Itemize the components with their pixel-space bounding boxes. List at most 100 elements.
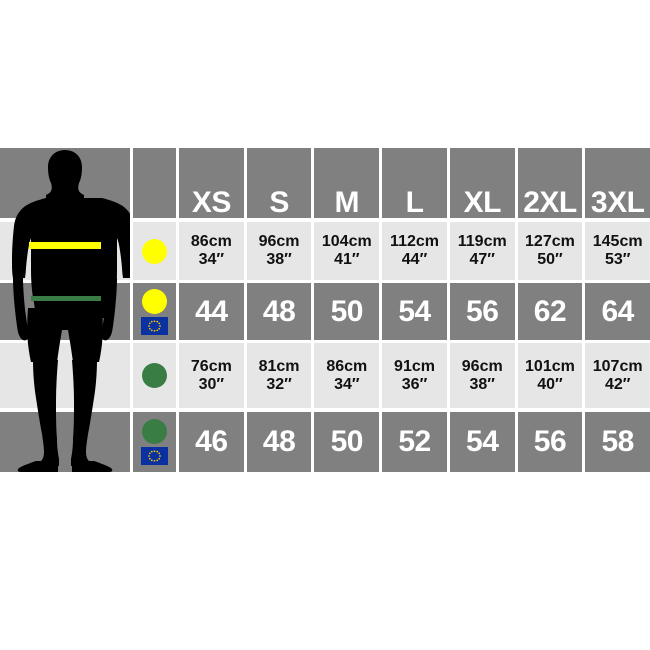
measurement-value: 112cm 44″ — [382, 222, 447, 280]
measurement-value: 119cm 47″ — [450, 222, 515, 280]
measurement-value: 96cm 38″ — [247, 222, 312, 280]
eu-size-value: 56 — [533, 425, 567, 459]
eu-flag-icon — [141, 316, 168, 335]
value-inch: 42″ — [604, 375, 631, 393]
measurement-value: 81cm 32″ — [247, 343, 312, 408]
table-cell-waist-l: 91cm 36″ — [382, 343, 447, 408]
table-cell-chest-eu-xl: 56 — [449, 283, 515, 340]
measurement-value: 107cm 42″ — [585, 343, 650, 408]
value-inch: 50″ — [537, 251, 563, 268]
value-cm: 112cm — [390, 233, 439, 251]
column-header-label: L — [405, 186, 424, 219]
column-header-m: M — [314, 148, 380, 218]
measurement-value: 104cm 41″ — [314, 222, 379, 280]
eu-size-value: 44 — [195, 294, 228, 328]
column-header-label: 2XL — [523, 186, 577, 219]
row-icon-cell-chest — [133, 222, 176, 280]
eu-size-value: 58 — [601, 425, 634, 459]
icon-stack — [133, 343, 176, 408]
table-cell-waist-eu-l: 52 — [382, 412, 447, 472]
eu-size-value: 50 — [330, 294, 364, 328]
value-cm: 86cm — [190, 233, 232, 251]
value-cm: 107cm — [592, 357, 643, 375]
value-cm: 96cm — [258, 233, 300, 251]
table-cell-waist-eu-s: 48 — [246, 412, 312, 472]
figure-column-cell — [0, 343, 130, 408]
eu-size-value: 54 — [466, 425, 499, 459]
column-header-label: M — [334, 186, 360, 219]
icon-stack — [133, 222, 176, 280]
table-row: 76cm 30″ 81cm 32″ 86cm 34″ — [0, 343, 650, 408]
column-header-3xl: 3XL — [585, 148, 650, 218]
table-row: 86cm 34″ 96cm 38″ 104cm 41″ — [0, 222, 650, 280]
green-circle-icon — [142, 419, 167, 444]
measurement-value: 101cm 40″ — [518, 343, 583, 408]
table-cell-waist-3xl: 107cm 42″ — [585, 343, 650, 408]
eu-size-value: 64 — [601, 294, 634, 328]
table-cell-chest-l: 112cm 44″ — [382, 222, 447, 280]
table-cell-chest-3xl: 145cm 53″ — [585, 222, 650, 280]
column-header-xl: XL — [449, 148, 515, 218]
eu-size-value: 50 — [330, 425, 364, 459]
table-row: 46 48 50 52 54 56 58 — [0, 412, 650, 472]
value-cm: 104cm — [321, 233, 372, 251]
table-cell-chest-eu-3xl: 64 — [585, 283, 650, 340]
measurement-value: 86cm 34″ — [179, 222, 244, 280]
table-cell-waist-eu-2xl: 56 — [517, 412, 583, 472]
measurement-value: 127cm 50″ — [518, 222, 583, 280]
value-inch: 40″ — [537, 375, 563, 393]
eu-size-value: 48 — [262, 425, 296, 459]
column-header-label: S — [269, 186, 289, 219]
value-inch: 38″ — [469, 375, 495, 393]
table-cell-chest-eu-s: 48 — [246, 283, 312, 340]
eu-size-value: 54 — [398, 294, 431, 328]
column-header-xs: XS — [179, 148, 244, 218]
table-cell-waist-s: 81cm 32″ — [246, 343, 312, 408]
eu-size-value: 56 — [466, 294, 499, 328]
row-icon-cell-chest-eu — [133, 283, 176, 340]
figure-column-header — [0, 148, 130, 218]
value-inch: 34″ — [198, 251, 225, 268]
table-cell-waist-eu-xl: 54 — [449, 412, 515, 472]
table-cell-chest-eu-m: 50 — [314, 283, 380, 340]
measurement-value: 145cm 53″ — [585, 222, 650, 280]
value-cm: 86cm — [326, 357, 368, 375]
value-cm: 101cm — [525, 357, 575, 375]
value-cm: 81cm — [258, 357, 300, 375]
table-cell-waist-xs: 76cm 30″ — [179, 343, 244, 408]
table-cell-waist-xl: 96cm 38″ — [449, 343, 515, 408]
column-header-label: XL — [463, 186, 502, 219]
table-cell-waist-2xl: 101cm 40″ — [517, 343, 583, 408]
measurement-value: 96cm 38″ — [450, 343, 515, 408]
row-icon-cell-waist-eu — [133, 412, 176, 472]
table-cell-chest-2xl: 127cm 50″ — [517, 222, 583, 280]
value-cm: 145cm — [592, 233, 643, 251]
yellow-circle-icon — [142, 288, 167, 314]
value-inch: 47″ — [469, 251, 495, 268]
value-cm: 76cm — [190, 357, 232, 375]
eu-size-value: 48 — [262, 294, 296, 328]
value-cm: 96cm — [461, 357, 503, 375]
table-cell-chest-xl: 119cm 47″ — [449, 222, 515, 280]
value-inch: 32″ — [266, 375, 292, 393]
size-table: XS S M L XL 2XL 3XL — [0, 148, 650, 472]
table-cell-chest-eu-2xl: 62 — [517, 283, 583, 340]
icon-column-header — [133, 148, 176, 218]
icon-stack — [133, 283, 176, 340]
measurement-value: 76cm 30″ — [179, 343, 244, 408]
table-cell-chest-eu-xs: 44 — [179, 283, 244, 340]
icon-stack — [133, 412, 176, 472]
row-icon-cell-waist — [133, 343, 176, 408]
column-header-label: XS — [191, 186, 232, 219]
table-cell-chest-s: 96cm 38″ — [246, 222, 312, 280]
figure-column-cell — [0, 412, 130, 472]
measurement-value: 91cm 36″ — [382, 343, 447, 408]
value-cm: 119cm — [457, 233, 507, 251]
column-header-l: L — [382, 148, 447, 218]
eu-size-value: 62 — [533, 294, 567, 328]
value-inch: 30″ — [198, 375, 225, 393]
value-inch: 34″ — [334, 375, 360, 393]
value-inch: 53″ — [604, 251, 631, 268]
value-cm: 91cm — [394, 357, 435, 375]
measurement-value: 86cm 34″ — [314, 343, 379, 408]
